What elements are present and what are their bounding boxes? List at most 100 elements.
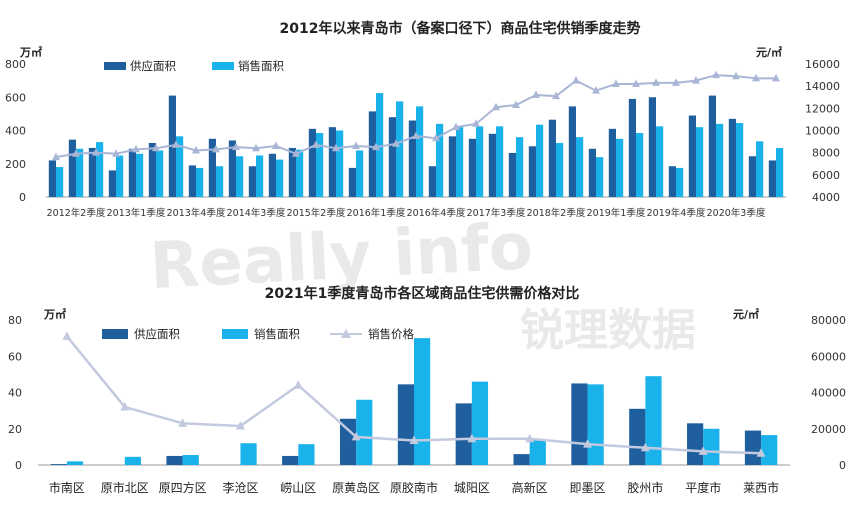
chart1-price-marker: [132, 144, 140, 153]
chart2-category-label: 城阳区: [454, 481, 490, 495]
chart1-bar-sales: [56, 167, 64, 197]
chart2-legend-sales: 销售面积: [254, 327, 300, 341]
chart1-bar-sales: [276, 159, 284, 197]
chart1-bar-supply: [148, 142, 156, 197]
chart1-xtick-label: 2019年1季度: [587, 207, 646, 219]
chart1-price-marker: [232, 142, 240, 151]
chart1-bar-supply: [708, 95, 716, 197]
chart1-xtick-label: 2020年3季度: [707, 207, 766, 219]
chart1-bar-sales: [136, 153, 144, 197]
chart2-price-marker: [467, 433, 477, 443]
chart2-ytick-right: 20000: [811, 423, 846, 436]
chart1-price-marker: [632, 79, 640, 87]
chart1-legend-supply: 供应面积: [130, 59, 176, 73]
chart1-legend-sales: 销售面积: [238, 59, 284, 73]
chart1-bar-supply: [508, 152, 516, 197]
chart1-price-marker: [532, 90, 540, 99]
chart1-bar-supply: [568, 106, 576, 197]
chart1-bar-sales: [296, 149, 304, 197]
chart2-ytick-left: 80: [8, 314, 22, 327]
chart1-legend: 供应面积 销售面积: [104, 59, 284, 73]
chart1-bar-supply: [248, 166, 256, 197]
chart1-bar-supply: [688, 115, 696, 197]
chart2-bar-sales: [645, 376, 662, 465]
chart1-ytick-right: 14000: [805, 80, 840, 93]
chart1-ytick-left: 200: [5, 158, 26, 171]
chart1-xtick-label: 2015年2季度: [287, 207, 346, 219]
chart2-category-label: 胶州市: [627, 480, 663, 495]
chart2-bar-sales: [298, 444, 315, 465]
chart1-bar-supply: [128, 148, 136, 197]
chart1-bar-sales: [216, 166, 224, 197]
chart1-bar-supply: [408, 120, 416, 197]
chart2-category-label: 崂山区: [280, 481, 316, 495]
chart1-bar-supply: [468, 138, 476, 197]
chart2-ytick-right: 80000: [811, 314, 846, 327]
chart2-price-marker: [583, 439, 593, 448]
chart1-bar-sales: [536, 124, 544, 197]
chart1-bar-supply: [548, 119, 556, 197]
chart1-bar-sales: [756, 141, 764, 197]
chart2-legend-price: 销售价格: [368, 327, 414, 341]
chart1-bar-sales: [516, 137, 524, 197]
chart2-category-label: 平度市: [685, 480, 721, 495]
chart1-bar-sales: [176, 136, 184, 197]
chart1-xtick-label: 2016年1季度: [347, 207, 406, 219]
chart2-price-marker: [409, 435, 419, 445]
chart1-title: 2012年以来青岛市（备案口径下）商品住宅供销季度走势: [280, 20, 641, 37]
chart2-bar-sales: [356, 399, 373, 465]
chart2-bar-supply: [455, 403, 472, 465]
chart1-bar-sales: [436, 123, 444, 197]
chart1-bar-supply: [388, 117, 396, 197]
chart1-bar-supply: [308, 128, 316, 197]
chart1-bar-supply: [188, 165, 196, 197]
chart1-bar-sales: [336, 130, 344, 197]
chart2-bar-supply: [339, 418, 357, 465]
chart2-ytick-left: 60: [8, 350, 22, 363]
chart1-bar-sales: [656, 126, 664, 197]
chart1-ytick-right: 16000: [805, 58, 840, 71]
chart2-bar-sales: [66, 461, 84, 465]
chart1-ytick-right: 6000: [812, 169, 840, 182]
chart2-price-marker: [351, 431, 361, 441]
chart1-bar-sales: [76, 148, 84, 197]
chart1-bar-sales: [616, 138, 624, 197]
chart1-bar-supply: [48, 160, 56, 197]
chart2-category-label: 原胶南市: [390, 480, 438, 495]
chart1-price-marker: [592, 86, 600, 94]
chart1-ytick-right: 10000: [805, 125, 840, 138]
chart1-price-marker: [352, 141, 360, 150]
chart1-xtick-label: 2017年3季度: [467, 207, 526, 219]
chart2-ytick-right: 0: [839, 459, 846, 472]
chart1-price-marker: [252, 143, 260, 152]
chart2-legend-supply: 供应面积: [134, 327, 180, 341]
chart1-bar-supply: [528, 146, 536, 197]
chart2-bar-supply: [166, 455, 183, 465]
chart1-bar-supply: [368, 111, 376, 197]
chart1-xtick-label: 2016年4季度: [407, 207, 466, 219]
chart2-ytick-left: 20: [8, 423, 22, 436]
chart1-bar-sales: [356, 150, 364, 197]
chart1-price-marker: [772, 73, 780, 82]
chart1-price-marker: [292, 149, 300, 157]
chart1-bar-supply: [228, 140, 236, 197]
chart1-bar-sales: [316, 132, 324, 197]
chart1-bar-supply: [108, 170, 116, 197]
chart1-bar-supply: [748, 156, 756, 197]
chart2-bar-sales: [587, 384, 604, 465]
chart2-bar-sales: [703, 428, 720, 465]
chart2-unit-left: 万㎡: [43, 307, 66, 321]
chart2-title: 2021年1季度青岛市各区域商品住宅供需价格对比: [265, 285, 580, 302]
chart1-price-marker: [692, 76, 700, 84]
chart1-price-marker: [332, 143, 340, 152]
chart2-ytick-left: 40: [8, 387, 22, 400]
chart1-bar-sales: [236, 156, 244, 197]
chart2-ytick-left: 0: [15, 459, 22, 472]
chart1-legend-supply-swatch: [104, 62, 126, 70]
chart1-bar-sales: [396, 101, 404, 197]
chart1-price-marker: [192, 145, 200, 154]
chart1-price-marker: [752, 73, 760, 82]
chart2-ytick-right: 60000: [811, 350, 846, 363]
chart1-bar-sales: [736, 123, 744, 197]
chart1-ytick-left: 400: [5, 125, 26, 138]
